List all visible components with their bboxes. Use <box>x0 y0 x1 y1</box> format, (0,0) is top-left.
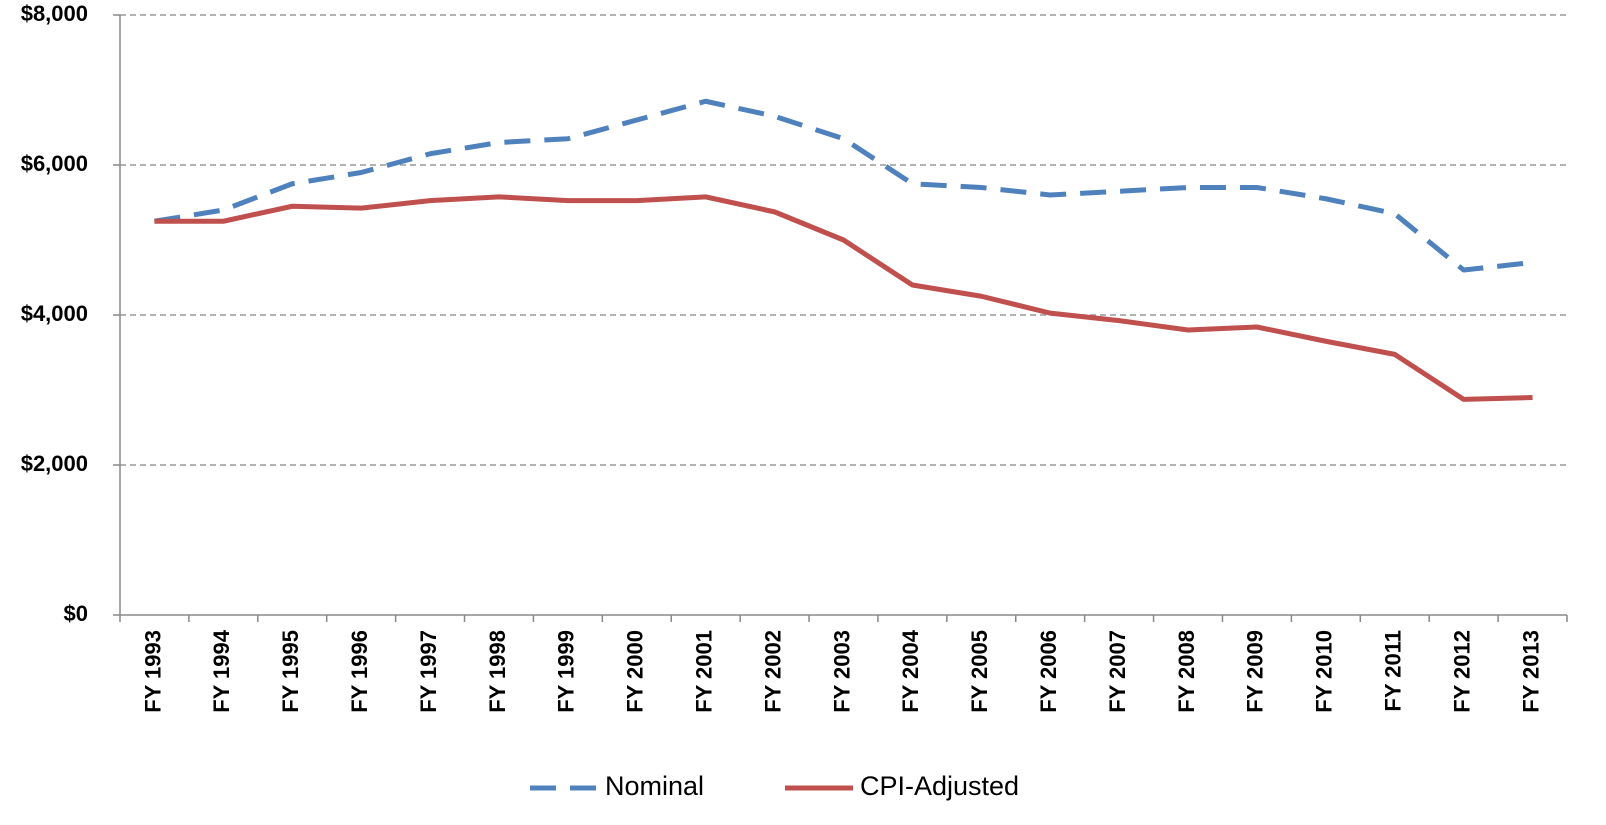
x-tick-label: FY 2012 <box>1449 630 1474 713</box>
x-tick-label: FY 2003 <box>829 630 854 713</box>
x-tick-label: FY 2011 <box>1381 630 1406 712</box>
legend-label: Nominal <box>605 771 704 801</box>
y-tick-label: $0 <box>64 601 88 626</box>
series-line <box>154 98 1533 273</box>
x-tick-label: FY 2007 <box>1105 630 1130 713</box>
y-tick-label: $2,000 <box>21 451 88 476</box>
x-tick-label: FY 2004 <box>898 629 923 713</box>
y-tick-label: $6,000 <box>21 151 88 176</box>
x-tick-label: FY 2010 <box>1312 630 1337 713</box>
x-tick-label: FY 1998 <box>485 630 510 713</box>
x-tick-label: FY 1997 <box>416 630 441 713</box>
series-line <box>154 194 1533 402</box>
x-tick-label: FY 2001 <box>692 630 717 713</box>
x-tick-label: FY 1994 <box>209 629 234 713</box>
x-tick-label: FY 1995 <box>278 630 303 713</box>
x-tick-label: FY 2008 <box>1174 630 1199 713</box>
x-tick-label: FY 2006 <box>1036 630 1061 713</box>
x-tick-label: FY 2013 <box>1518 630 1543 713</box>
x-tick-label: FY 1999 <box>554 630 579 713</box>
x-tick-label: FY 2002 <box>760 630 785 713</box>
x-tick-label: FY 2009 <box>1243 630 1268 713</box>
x-tick-label: FY 1996 <box>347 630 372 713</box>
y-tick-label: $8,000 <box>21 1 88 26</box>
legend-label: CPI-Adjusted <box>860 771 1019 801</box>
y-tick-label: $4,000 <box>21 301 88 326</box>
x-tick-label: FY 2005 <box>967 630 992 713</box>
x-tick-label: FY 2000 <box>623 630 648 713</box>
x-tick-label: FY 1993 <box>140 630 165 713</box>
